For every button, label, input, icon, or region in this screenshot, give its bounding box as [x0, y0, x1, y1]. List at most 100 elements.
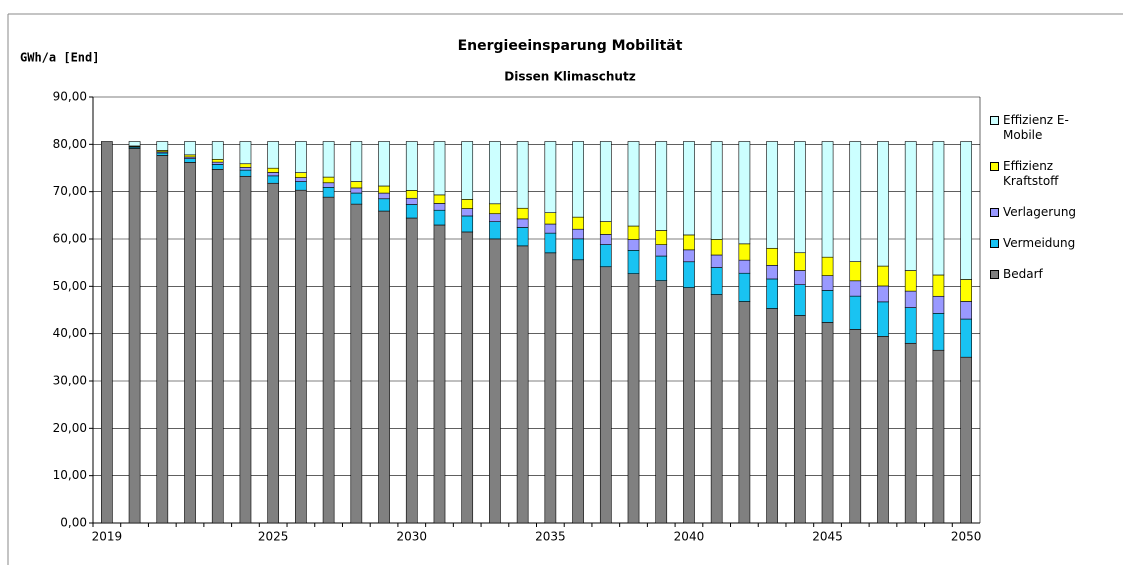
bar-segment: [184, 158, 196, 163]
bar-segment: [489, 238, 501, 524]
bar-segment: [433, 209, 446, 226]
bar-segment: [267, 141, 280, 169]
bar-segment: [627, 141, 640, 227]
bar-segment: [378, 141, 390, 187]
bar-segment: [322, 176, 335, 184]
bar-segment: [627, 225, 640, 240]
bar-segment: [516, 218, 529, 228]
y-tick-label: 50,00: [53, 279, 87, 293]
bar-segment: [128, 148, 141, 524]
bar-segment: [267, 182, 280, 524]
bar-segment: [655, 244, 668, 257]
bar-segment: [211, 169, 224, 524]
y-tick-label: 80,00: [53, 137, 87, 151]
bar-segment: [599, 266, 612, 524]
bar-segment: [405, 204, 418, 219]
bar-segment: [489, 221, 501, 240]
bar-segment: [655, 230, 668, 245]
bar-segment: [738, 272, 751, 302]
bar-segment: [904, 141, 917, 271]
bar-segment: [156, 155, 169, 524]
bar-segment: [627, 273, 640, 524]
bar-segment: [267, 175, 280, 184]
bar-segment: [295, 177, 307, 182]
x-tick-label: 2025: [258, 530, 289, 544]
bar-segment: [793, 315, 806, 524]
bar-segment: [433, 141, 446, 196]
bar-segment: [821, 290, 834, 323]
bar-segment: [683, 287, 695, 524]
bar-segment: [516, 141, 529, 209]
bar-segment: [793, 284, 806, 316]
x-tick-label: 2019: [92, 530, 123, 544]
bar-segment: [821, 322, 834, 524]
bar-segment: [710, 294, 723, 524]
bar-segment: [766, 308, 778, 524]
bar-segment: [295, 189, 307, 524]
bar-segment: [516, 245, 529, 524]
x-tick-label: 2050: [951, 530, 982, 544]
y-tick-label: 20,00: [53, 421, 87, 435]
bar-segment: [738, 259, 751, 274]
bar-segment: [405, 190, 418, 199]
bar-segment: [766, 247, 778, 266]
bar-segment: [489, 213, 501, 222]
bar-segment: [572, 238, 584, 261]
bar-segment: [683, 261, 695, 288]
bar-segment: [516, 207, 529, 220]
bar-segment: [156, 152, 169, 156]
bar-segment: [599, 244, 612, 268]
bar-segment: [267, 172, 280, 177]
y-tick-label: 90,00: [53, 90, 87, 104]
bar-segment: [932, 141, 945, 276]
bar-segment: [544, 212, 557, 225]
bar-segment: [405, 197, 418, 205]
legend-item: Effizienz E-Mobile: [990, 113, 1093, 143]
bar-segment: [295, 181, 307, 191]
bar-segment: [710, 141, 723, 240]
bar-segment: [627, 250, 640, 274]
bar-segment: [322, 182, 335, 188]
bar-segment: [184, 162, 196, 524]
bar-segment: [572, 141, 584, 218]
bar-segment: [461, 231, 474, 524]
bar-segment: [239, 175, 252, 524]
legend: Effizienz E-Mobile Effizienz Kraftstoff Ve…: [990, 113, 1115, 298]
chart-subtitle: Dissen Klimaschutz: [504, 70, 635, 84]
bar-segment: [378, 192, 390, 200]
legend-label: Bedarf: [1003, 267, 1043, 281]
bar-segment: [184, 154, 196, 158]
legend-swatch: [990, 208, 999, 217]
bar-segment: [599, 234, 612, 245]
bar-segment: [738, 141, 751, 245]
bar-segment: [211, 164, 224, 170]
bar-segment: [350, 187, 363, 194]
bar-segment: [932, 274, 945, 297]
bar-segment: [295, 141, 307, 173]
bar-segment: [211, 158, 224, 163]
bar-segment: [710, 239, 723, 256]
bar-segment: [849, 329, 862, 524]
bar-segment: [932, 349, 945, 524]
bar-segment: [378, 185, 390, 194]
bar-segment: [877, 285, 889, 303]
bar-segment: [239, 166, 252, 171]
legend-swatch: [990, 116, 999, 125]
y-tick-label: 10,00: [53, 468, 87, 482]
bar-segment: [322, 141, 335, 178]
bar-segment: [405, 217, 418, 524]
bar-segment: [378, 210, 390, 524]
bar-segment: [350, 181, 363, 189]
bar-segment: [350, 192, 363, 205]
bar-segment: [904, 270, 917, 292]
bar-segment: [766, 278, 778, 309]
bar-segment: [461, 208, 474, 217]
bar-segment: [960, 318, 972, 358]
legend-label: Effizienz Kraftstoff: [1003, 159, 1059, 188]
bar-segment: [184, 141, 196, 156]
bar-segment: [849, 261, 862, 282]
bar-segment: [405, 141, 418, 191]
bar-segment: [710, 267, 723, 295]
